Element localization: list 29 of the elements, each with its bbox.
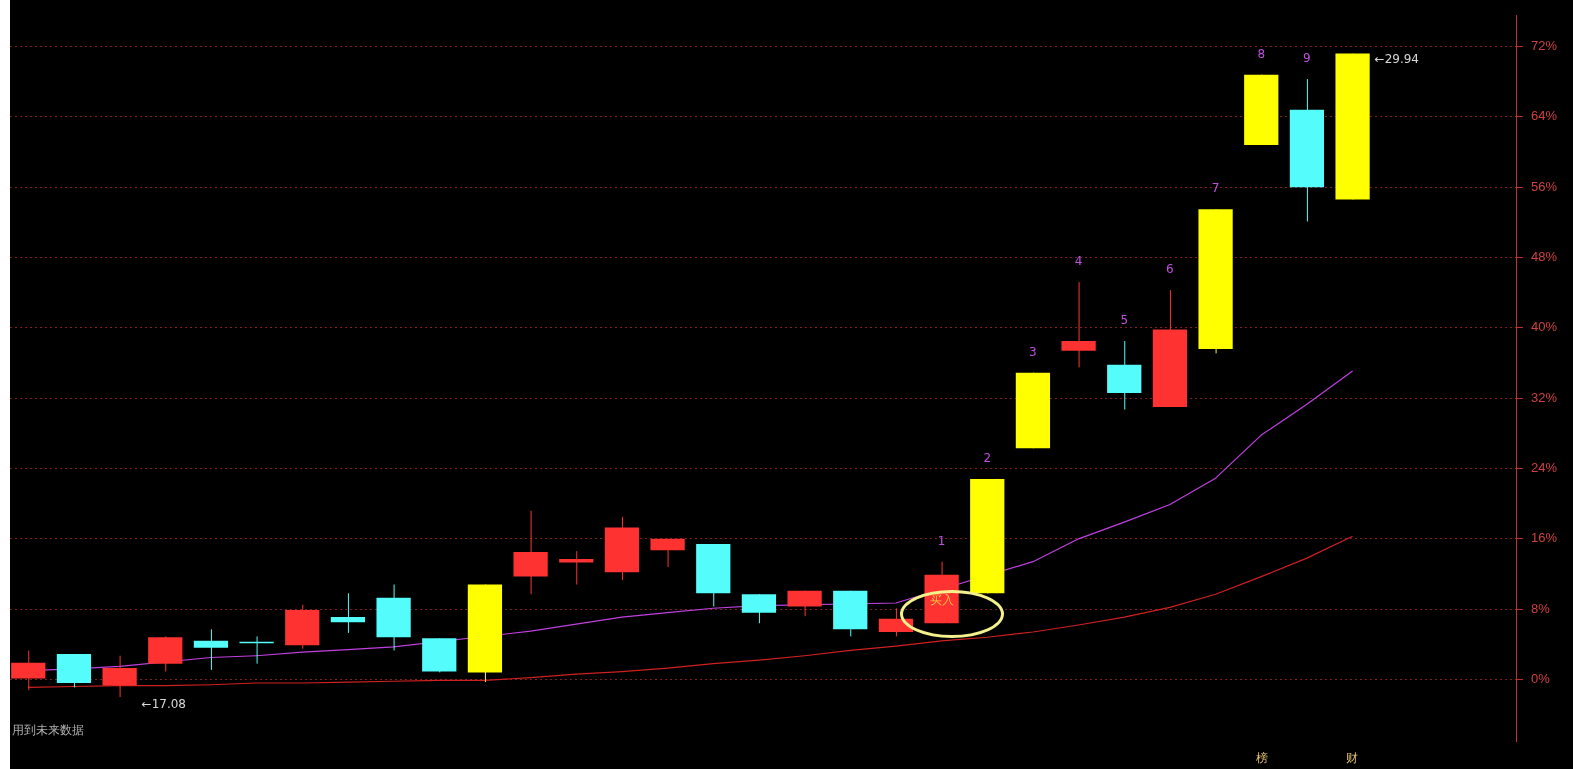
y-tick-label: 48% — [1530, 249, 1558, 265]
y-tick-label: 64% — [1530, 108, 1558, 124]
candlestick — [193, 628, 229, 671]
y-tick-label: 56% — [1530, 178, 1558, 194]
text: 7 — [1211, 181, 1220, 196]
text: 榜 — [1255, 751, 1268, 766]
text: 9 — [1303, 51, 1311, 66]
text: 3 — [1029, 344, 1037, 359]
annotation: 用到未来数据 — [12, 723, 84, 738]
text: 5 — [1120, 313, 1129, 328]
y-tick-label: 24% — [1530, 460, 1558, 476]
text: 1 — [937, 533, 946, 548]
text: 财 — [1345, 751, 1358, 766]
y-tick-label: 32% — [1530, 389, 1558, 405]
y-tick-label: 40% — [1530, 319, 1558, 335]
y-tick-label: 8% — [1530, 600, 1551, 616]
candlestick — [559, 550, 594, 586]
y-tick-label: 0% — [1530, 671, 1551, 687]
text: 4 — [1074, 254, 1083, 269]
annotation: ←29.94 — [1374, 51, 1419, 66]
annotation: ←17.08 — [141, 697, 187, 712]
candlestick — [330, 592, 366, 634]
y-tick-label: 72% — [1530, 38, 1558, 54]
candlestick — [1061, 281, 1096, 368]
text: 2 — [983, 451, 992, 466]
y-tick-label: 16% — [1530, 530, 1558, 546]
annotation: 买入 — [930, 593, 954, 608]
text: 6 — [1166, 262, 1174, 277]
text: 8 — [1257, 46, 1266, 61]
